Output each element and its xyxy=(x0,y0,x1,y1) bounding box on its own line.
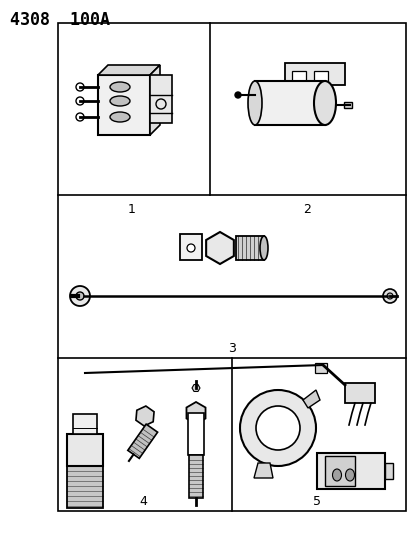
Polygon shape xyxy=(186,402,205,424)
Ellipse shape xyxy=(332,469,341,481)
Text: 4: 4 xyxy=(139,495,147,508)
Circle shape xyxy=(76,97,84,105)
Text: 2: 2 xyxy=(302,203,310,216)
Circle shape xyxy=(240,390,315,466)
Circle shape xyxy=(382,289,396,303)
Circle shape xyxy=(255,406,299,450)
Bar xyxy=(316,453,384,489)
Circle shape xyxy=(235,92,240,98)
Polygon shape xyxy=(192,384,199,391)
Bar xyxy=(98,75,150,135)
Ellipse shape xyxy=(313,81,335,125)
Circle shape xyxy=(76,292,84,300)
Polygon shape xyxy=(254,463,272,478)
Circle shape xyxy=(386,293,392,299)
Circle shape xyxy=(187,244,195,252)
Circle shape xyxy=(70,286,90,306)
Bar xyxy=(384,463,392,479)
Polygon shape xyxy=(98,65,159,75)
Bar xyxy=(314,363,326,373)
Bar xyxy=(313,71,327,81)
Circle shape xyxy=(76,113,84,121)
Bar xyxy=(284,63,344,85)
Bar xyxy=(324,456,354,486)
Ellipse shape xyxy=(259,236,267,260)
Ellipse shape xyxy=(110,82,130,92)
Bar xyxy=(189,455,202,498)
Polygon shape xyxy=(302,390,319,408)
Bar xyxy=(188,413,204,455)
Bar xyxy=(58,23,405,511)
Polygon shape xyxy=(135,406,154,426)
Polygon shape xyxy=(150,65,159,135)
Bar xyxy=(67,466,103,508)
Bar xyxy=(291,71,305,81)
Bar xyxy=(150,75,171,123)
Bar xyxy=(67,434,103,466)
Text: 5: 5 xyxy=(312,495,320,508)
Polygon shape xyxy=(206,232,233,264)
Bar xyxy=(180,234,202,260)
Polygon shape xyxy=(128,424,157,458)
Bar xyxy=(235,236,263,260)
Bar xyxy=(254,81,324,125)
Bar xyxy=(344,383,374,403)
Circle shape xyxy=(76,83,84,91)
Ellipse shape xyxy=(247,81,261,125)
Text: 1: 1 xyxy=(128,203,135,216)
Bar xyxy=(343,102,351,108)
Ellipse shape xyxy=(110,112,130,122)
Bar xyxy=(73,414,97,434)
Ellipse shape xyxy=(345,469,354,481)
Ellipse shape xyxy=(110,96,130,106)
Text: 3: 3 xyxy=(228,342,235,355)
Text: 4308  100A: 4308 100A xyxy=(10,11,110,29)
